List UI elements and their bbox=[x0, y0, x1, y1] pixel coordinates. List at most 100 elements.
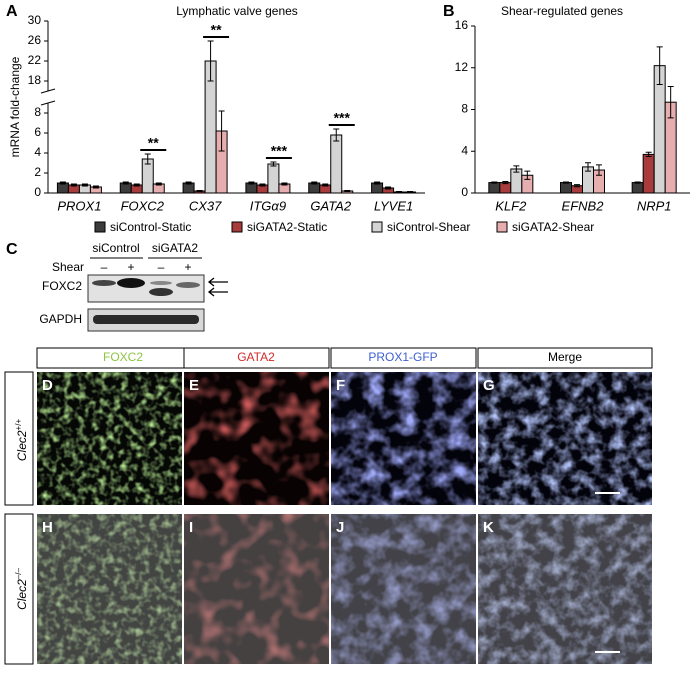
arrow bbox=[207, 277, 228, 287]
x-tick-label: FOXC2 bbox=[121, 198, 165, 213]
bar bbox=[330, 134, 343, 194]
image-row: D E F G bbox=[37, 372, 652, 505]
y-tick-label: 6 bbox=[34, 125, 41, 139]
error-bar bbox=[144, 153, 151, 165]
panel-letter: C bbox=[6, 241, 18, 258]
error-bar bbox=[122, 181, 129, 185]
error-bar bbox=[333, 128, 340, 142]
blot-band bbox=[150, 281, 172, 285]
panel-letter: J bbox=[336, 519, 344, 536]
error-bar bbox=[218, 110, 225, 152]
legend-label: siGATA2-Shear bbox=[512, 220, 594, 234]
y-tick-label: 8 bbox=[461, 102, 468, 116]
panel-letter: E bbox=[189, 377, 199, 394]
row-header bbox=[4, 371, 34, 506]
column-title: Merge bbox=[548, 350, 582, 364]
x-tick-label: PROX1 bbox=[57, 198, 101, 213]
legend-swatch bbox=[496, 221, 508, 233]
error-bar bbox=[385, 186, 392, 190]
blot-band bbox=[149, 288, 173, 296]
lane-label: + bbox=[127, 260, 134, 274]
blot-strip bbox=[87, 274, 205, 303]
error-bar bbox=[311, 181, 318, 185]
error-bar bbox=[322, 183, 329, 187]
column-title: GATA2 bbox=[237, 350, 275, 364]
x-tick-label: CX37 bbox=[189, 198, 222, 213]
micrograph-signal bbox=[184, 514, 329, 664]
chart-title: Shear-regulated genes bbox=[501, 4, 623, 18]
error-bar bbox=[81, 183, 88, 187]
error-bar bbox=[344, 190, 351, 192]
legend-label: siGATA2-Static bbox=[247, 220, 327, 234]
legend-label: siControl-Shear bbox=[387, 220, 470, 234]
panel-letter: H bbox=[42, 519, 53, 536]
significance-label: *** bbox=[271, 143, 288, 159]
error-bar bbox=[196, 190, 203, 192]
error-bar bbox=[248, 181, 255, 185]
band-label: FOXC2 bbox=[42, 279, 82, 293]
panel-letter: K bbox=[483, 519, 494, 536]
y-tick-label: 4 bbox=[34, 145, 41, 159]
column-header bbox=[330, 347, 477, 369]
error-bar bbox=[133, 183, 140, 187]
error-bar bbox=[92, 185, 99, 189]
error-bar bbox=[645, 151, 652, 157]
y-tick-label: 8 bbox=[34, 105, 41, 119]
column-header bbox=[183, 347, 330, 369]
micrograph-signal bbox=[331, 514, 476, 664]
bar-chart: A Lymphatic valve genes mRNA fold-change 0 2… bbox=[6, 3, 425, 213]
y-tick-label: 4 bbox=[461, 143, 468, 157]
x-tick-label: KLF2 bbox=[495, 198, 527, 213]
blot-band bbox=[93, 315, 199, 324]
panel-letter: D bbox=[42, 377, 53, 394]
band-label: GAPDH bbox=[39, 312, 82, 326]
lane-label: – bbox=[101, 260, 108, 274]
legend-swatch bbox=[94, 221, 106, 233]
error-bar bbox=[585, 162, 591, 172]
error-bar bbox=[524, 170, 531, 180]
significance-label: ** bbox=[211, 22, 222, 38]
y-tick-label: 18 bbox=[28, 73, 42, 87]
blot-band bbox=[92, 280, 116, 286]
micrograph-signal bbox=[184, 372, 329, 505]
blot-band bbox=[176, 282, 200, 288]
error-bar bbox=[70, 183, 77, 187]
error-bar bbox=[596, 164, 602, 176]
x-tick-label: EFNB2 bbox=[562, 198, 605, 213]
legend-swatch bbox=[371, 221, 383, 233]
y-tick-label: 30 bbox=[28, 13, 42, 27]
blot-group: siGATA2 bbox=[152, 241, 199, 255]
bar bbox=[499, 182, 512, 194]
y-tick-label: 0 bbox=[461, 185, 468, 199]
panel-letter: I bbox=[189, 519, 193, 536]
error-bar bbox=[513, 165, 520, 173]
row-title: Clec2+/+ bbox=[14, 419, 30, 462]
y-tick-label: 16 bbox=[455, 18, 469, 32]
axis-break bbox=[40, 88, 56, 94]
column-header bbox=[477, 347, 653, 369]
panel-letter: G bbox=[483, 377, 495, 394]
micrograph-signal bbox=[331, 372, 476, 505]
legend-label: siControl-Static bbox=[110, 220, 191, 234]
bar bbox=[267, 163, 280, 194]
blot-band bbox=[117, 278, 145, 288]
error-bar bbox=[563, 181, 569, 184]
micrograph-signal bbox=[478, 514, 652, 664]
arrow bbox=[207, 287, 228, 297]
axis-break bbox=[40, 100, 56, 106]
blot-panel: C siControl siGATA2 Shear – + – + FOXC2 … bbox=[6, 241, 228, 332]
y-tick-label: 12 bbox=[455, 60, 469, 74]
x-tick-label: NRP1 bbox=[637, 198, 672, 213]
error-bar bbox=[491, 181, 498, 184]
y-tick-label: 2 bbox=[34, 165, 41, 179]
blot-group: siControl bbox=[92, 241, 139, 255]
significance-label: ** bbox=[148, 135, 159, 151]
lane-label: + bbox=[184, 260, 191, 274]
error-bar bbox=[396, 191, 403, 193]
column-title: FOXC2 bbox=[103, 350, 143, 364]
row-header bbox=[4, 513, 34, 665]
error-bar bbox=[407, 191, 414, 193]
micrograph-signal bbox=[478, 372, 652, 505]
x-tick-label: ITGα9 bbox=[250, 198, 286, 213]
